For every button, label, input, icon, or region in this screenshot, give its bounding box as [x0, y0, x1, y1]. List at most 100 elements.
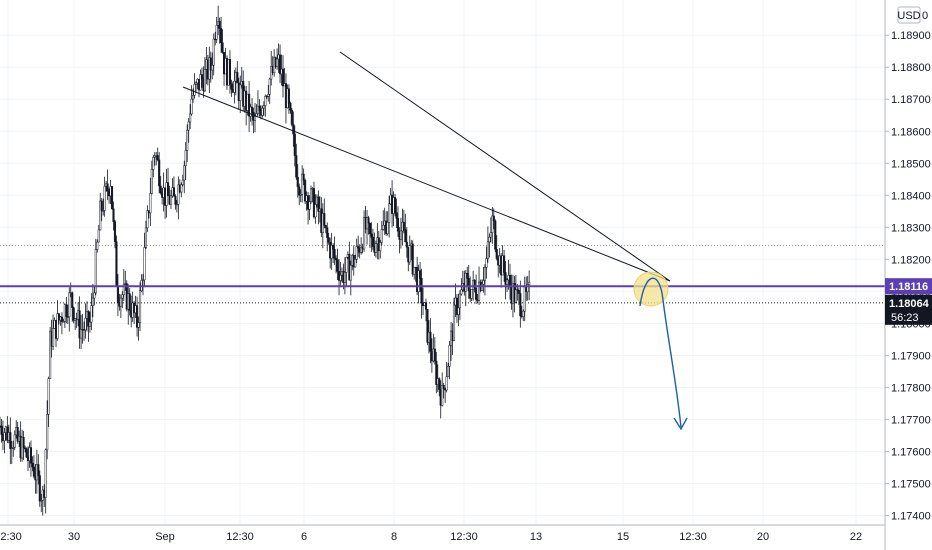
candle-body	[526, 284, 529, 293]
candle-body	[293, 133, 296, 156]
candle-body	[262, 105, 265, 109]
current-price-label: 1.18064	[889, 298, 930, 310]
y-tick-label: 1.17400	[891, 510, 931, 522]
candle-body	[393, 197, 397, 213]
candle-body	[335, 257, 338, 261]
candle-body	[12, 447, 15, 449]
currency-box[interactable]	[897, 6, 921, 24]
candle-body	[355, 246, 358, 260]
highlight-circle[interactable]	[633, 271, 669, 307]
currency-button[interactable]: USD 0	[897, 6, 928, 24]
candle-body	[357, 246, 360, 249]
candle-body	[88, 321, 91, 327]
candle-body	[371, 236, 374, 247]
candle-body	[96, 241, 99, 250]
x-tick-label: 12:30	[226, 531, 254, 543]
candle-body	[279, 54, 282, 75]
candle-body	[90, 305, 93, 323]
candle-body	[528, 281, 531, 285]
x-tick-label: 6	[301, 531, 307, 543]
candle-body	[379, 242, 382, 252]
candle-body	[218, 21, 221, 29]
candle-body	[330, 245, 333, 259]
candle-body	[16, 427, 19, 442]
trendlines[interactable]	[182, 51, 671, 282]
trendline[interactable]	[182, 86, 671, 282]
candle-body	[281, 68, 285, 87]
candle-body	[419, 270, 422, 279]
candle-body	[478, 281, 481, 301]
y-tick-label: 1.18400	[891, 190, 931, 202]
candle-body	[299, 194, 302, 196]
candle-body	[399, 230, 402, 240]
candle-body	[309, 188, 313, 202]
candle-body	[13, 434, 16, 448]
candle-body	[189, 113, 192, 123]
candle-body	[519, 293, 522, 317]
candle-body	[457, 307, 460, 315]
candle-body	[396, 218, 400, 232]
candle-body	[302, 173, 305, 181]
candle-body	[24, 447, 27, 450]
projection-arrow[interactable]	[633, 271, 688, 431]
grid	[0, 0, 885, 525]
candle-body	[184, 150, 187, 167]
candle-body	[38, 475, 41, 502]
x-tick-label: 13	[530, 531, 542, 543]
candle-body	[78, 310, 81, 339]
candle-body	[203, 69, 206, 92]
candle-body	[276, 58, 279, 67]
candle-body	[386, 222, 389, 234]
y-tick-label: 1.18500	[891, 158, 931, 170]
candle-body	[40, 500, 43, 502]
candle-body	[295, 155, 298, 178]
y-tick-label: 1.18300	[891, 222, 931, 234]
candle-body	[9, 432, 12, 449]
candle-body	[141, 279, 145, 281]
y-tick-label: 1.17500	[891, 478, 931, 490]
candle-body	[441, 384, 444, 406]
candle-body	[175, 203, 178, 206]
candle-body	[56, 313, 59, 339]
candle-body	[289, 103, 292, 111]
projection-curve[interactable]	[639, 277, 682, 428]
candle-body	[287, 88, 290, 104]
candle-body	[212, 38, 215, 66]
candle-body	[60, 316, 63, 322]
candle-body	[265, 95, 268, 98]
candle-body	[408, 245, 411, 263]
candle-body	[190, 98, 193, 115]
candle-body	[44, 449, 47, 498]
candle-body	[448, 345, 451, 367]
candle-body	[149, 193, 152, 214]
candle-body	[349, 265, 352, 281]
candle-body	[121, 294, 124, 299]
candle-body	[3, 432, 6, 441]
candle-body	[473, 279, 476, 289]
candle-body	[354, 258, 357, 268]
candle-body	[119, 297, 122, 307]
y-tick-label: 1.18200	[891, 254, 931, 266]
x-tick-label: 8	[391, 531, 397, 543]
x-tick-label: 20	[757, 531, 769, 543]
candle-body	[156, 155, 159, 161]
candle-body	[106, 183, 109, 192]
candle-body	[336, 259, 339, 272]
candle-body	[458, 293, 461, 309]
candle-body	[80, 329, 83, 339]
candle-body	[103, 186, 106, 211]
candle-body	[192, 94, 195, 100]
projection-arrowhead[interactable]	[673, 417, 688, 431]
candle-body	[343, 272, 346, 283]
candle-body	[233, 80, 236, 93]
candle-body	[388, 203, 391, 223]
candle-body	[193, 84, 196, 96]
candle-body	[360, 246, 363, 253]
candle-body	[211, 64, 214, 71]
candle-body	[22, 437, 25, 449]
candle-body	[323, 213, 326, 226]
candle-body	[122, 284, 125, 296]
trendline[interactable]	[339, 51, 671, 282]
candle-body	[143, 247, 146, 281]
